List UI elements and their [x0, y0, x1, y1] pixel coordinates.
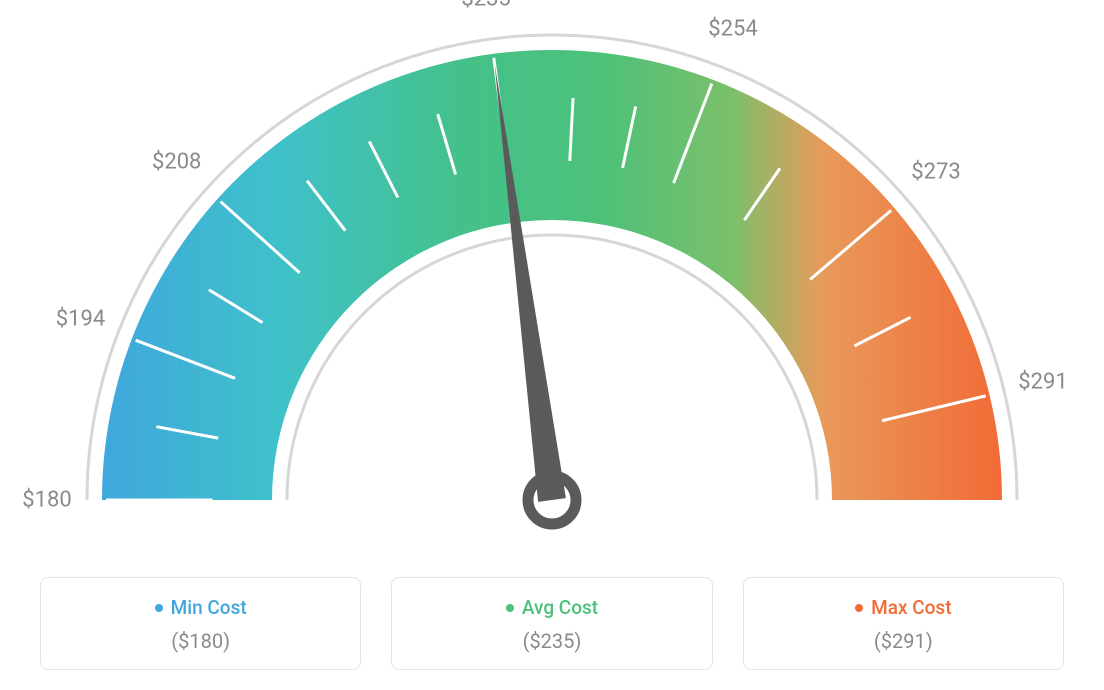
tick-label: $180: [22, 488, 71, 513]
legend-label: Min Cost: [171, 596, 247, 619]
tick-label: $208: [152, 150, 201, 175]
tick-label: $194: [56, 307, 105, 332]
legend-value: ($235): [392, 629, 711, 653]
legend-label: Max Cost: [871, 596, 951, 619]
legend-label: Avg Cost: [522, 596, 598, 619]
legend-card-min: Min Cost ($180): [40, 577, 361, 670]
legend-dot-icon: [155, 604, 163, 612]
tick-label: $235: [461, 0, 510, 12]
legend-value: ($180): [41, 629, 360, 653]
gauge-container: $180 $194 $208 $235 $254 $273 $291: [0, 0, 1104, 560]
tick-label: $291: [1018, 370, 1067, 395]
legend-title: Max Cost: [855, 596, 951, 619]
gauge-svg: [0, 0, 1104, 560]
legend-card-avg: Avg Cost ($235): [391, 577, 712, 670]
legend-title: Avg Cost: [506, 596, 598, 619]
tick-label: $273: [911, 160, 960, 185]
legend-title: Min Cost: [155, 596, 247, 619]
legend-dot-icon: [506, 604, 514, 612]
legend-row: Min Cost ($180) Avg Cost ($235) Max Cost ($29…: [0, 577, 1104, 670]
legend-card-max: Max Cost ($291): [743, 577, 1064, 670]
legend-value: ($291): [744, 629, 1063, 653]
legend-dot-icon: [855, 604, 863, 612]
tick-label: $254: [708, 16, 757, 41]
